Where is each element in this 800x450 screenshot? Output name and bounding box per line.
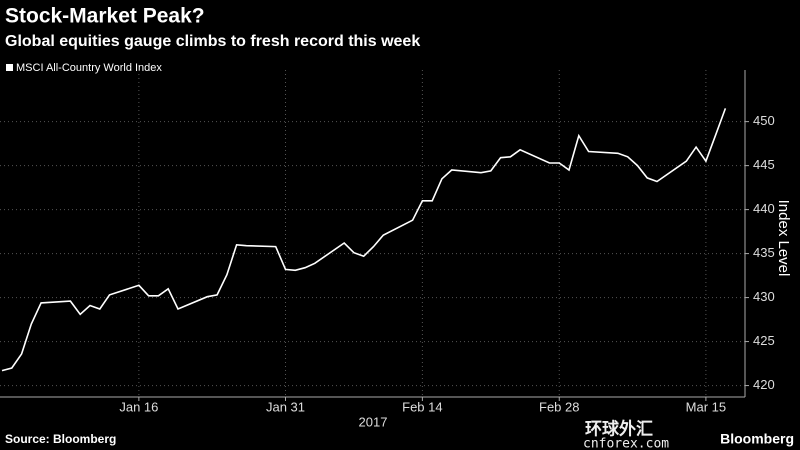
chart-title: Stock-Market Peak? <box>5 5 205 28</box>
line-series <box>1 108 727 372</box>
y-axis-label: Index Level <box>775 200 792 277</box>
legend-swatch <box>6 64 13 71</box>
y-tick-label: 430 <box>753 289 775 304</box>
watermark: cnforex.com <box>583 437 669 450</box>
y-tick-label: 450 <box>753 113 775 128</box>
x-tick-label: Mar 15 <box>686 399 726 414</box>
y-tick-label: 420 <box>753 377 775 392</box>
y-tick-label: 445 <box>753 157 775 172</box>
brand: Bloomberg <box>720 431 794 447</box>
x-tick-label: Jan 31 <box>266 399 305 414</box>
y-tick-label: 440 <box>753 201 775 216</box>
y-tick-label: 425 <box>753 333 775 348</box>
watermark: 环球外汇 <box>585 418 653 438</box>
x-tick-label: Jan 16 <box>119 399 158 414</box>
y-tick-label: 435 <box>753 245 775 260</box>
source: Source: Bloomberg <box>5 432 116 446</box>
x-tick-label: Feb 14 <box>402 399 442 414</box>
x-year-label: 2017 <box>359 414 388 429</box>
x-tick-label: Feb 28 <box>539 399 579 414</box>
chart-subtitle: Global equities gauge climbs to fresh re… <box>5 33 420 50</box>
legend-label: MSCI All-Country World Index <box>16 62 162 74</box>
